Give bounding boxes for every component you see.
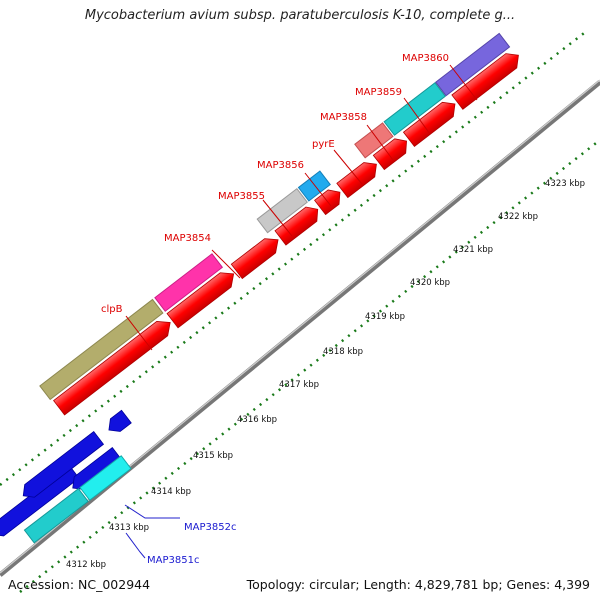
kbp-tick-label: 4314 kbp bbox=[151, 487, 191, 497]
gene-label-pyrE: pyrE bbox=[312, 139, 335, 150]
gene-label-MAP3856: MAP3856 bbox=[257, 160, 304, 171]
cds-arrow-forward[interactable] bbox=[451, 48, 524, 110]
cds-arrow-forward[interactable] bbox=[166, 267, 239, 329]
gene-label-clpB: clpB bbox=[101, 304, 123, 315]
MAP3854-gene[interactable] bbox=[154, 253, 224, 312]
MAP3859-gene[interactable] bbox=[354, 122, 394, 159]
cds-arrow-forward[interactable] bbox=[53, 315, 176, 416]
kbp-tick-label: 4317 kbp bbox=[279, 380, 319, 390]
MAP3851c-gene[interactable] bbox=[23, 488, 89, 544]
gene-label-MAP3858: MAP3858 bbox=[320, 112, 367, 123]
cds-arrow-forward[interactable] bbox=[230, 233, 283, 280]
genome-backbone bbox=[0, 80, 600, 577]
cds-arrow-forward[interactable] bbox=[372, 134, 412, 171]
leader-lines-reverse bbox=[124, 504, 180, 559]
leader-lines bbox=[125, 64, 478, 351]
genome-summary: Topology: circular; Length: 4,829,781 bp… bbox=[246, 577, 590, 592]
pyrE-gene[interactable] bbox=[297, 170, 331, 202]
kbp-tick-label: 4316 kbp bbox=[237, 415, 277, 425]
figure-title: Mycobacterium avium subsp. paratuberculo… bbox=[84, 8, 516, 23]
gene-label-MAP3851c: MAP3851c bbox=[147, 555, 199, 566]
kbp-tick-label: 4312 kbp bbox=[66, 560, 106, 570]
cds-arrow-forward[interactable] bbox=[336, 157, 382, 199]
gene-label-MAP3860: MAP3860 bbox=[402, 53, 449, 64]
cds-arrow-reverse[interactable] bbox=[18, 431, 105, 503]
gene-label-MAP3855: MAP3855 bbox=[218, 191, 265, 202]
MAP3852c-gene[interactable] bbox=[79, 455, 132, 501]
kbp-tick-label: 4318 kbp bbox=[323, 347, 363, 357]
kbp-tick-label: 4321 kbp bbox=[453, 245, 493, 255]
gene-label-MAP3852c: MAP3852c bbox=[184, 522, 236, 533]
MAP3860-gene-purple[interactable] bbox=[435, 32, 511, 97]
MAP3856-gene[interactable] bbox=[256, 188, 308, 234]
cds-arrow-forward[interactable] bbox=[314, 185, 346, 216]
accession-label: Accession: NC_002944 bbox=[8, 577, 151, 592]
gene-label-MAP3854: MAP3854 bbox=[164, 233, 211, 244]
cds-arrow-reverse[interactable] bbox=[104, 409, 132, 436]
kbp-tick-label: 4319 kbp bbox=[365, 312, 405, 322]
MAP3860-gene-cyan[interactable] bbox=[383, 82, 446, 136]
kbp-tick-label: 4322 kbp bbox=[498, 212, 538, 222]
cds-arrow-forward[interactable] bbox=[402, 97, 460, 147]
gc-content-track-outer bbox=[0, 29, 589, 486]
gene-label-MAP3859: MAP3859 bbox=[355, 87, 402, 98]
kbp-tick-label: 4313 kbp bbox=[109, 523, 149, 533]
kbp-tick-label: 4323 kbp bbox=[545, 179, 585, 189]
kbp-tick-label: 4320 kbp bbox=[410, 278, 450, 288]
kbp-tick-label: 4315 kbp bbox=[193, 451, 233, 461]
cds-arrow-forward[interactable] bbox=[274, 202, 323, 246]
